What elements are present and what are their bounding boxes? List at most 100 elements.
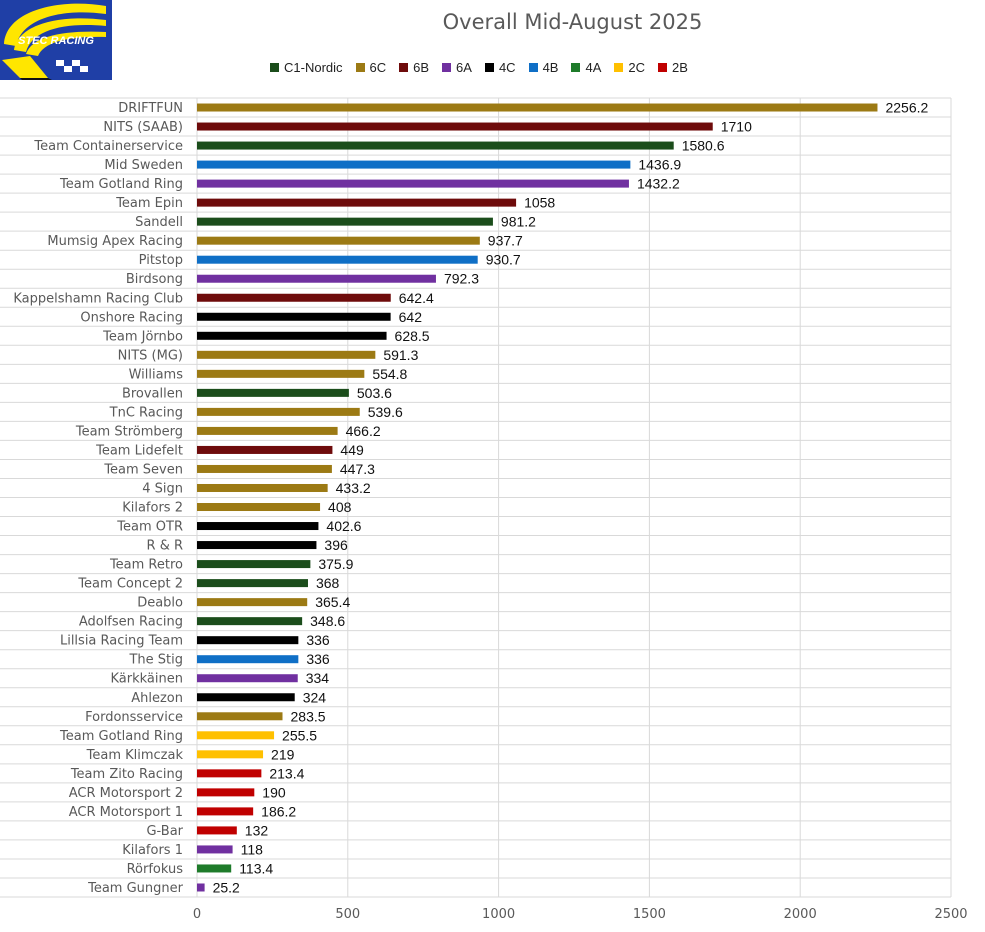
legend-label: 4C [498,59,516,75]
data-label: 408 [328,499,352,515]
bar [197,274,436,283]
category-label: Team Gungner [87,881,184,896]
legend-swatch [442,62,452,72]
data-label: 25.2 [213,879,240,895]
category-label: Mid Sweden [104,158,183,173]
category-label: Team Seven [103,462,183,477]
data-label: 449 [340,442,364,458]
bar [197,769,262,778]
legend-swatch [484,62,494,72]
bar [197,503,321,512]
bar [197,655,299,664]
bar [197,464,332,473]
data-label: 642.4 [399,290,434,306]
category-label: Pitstop [139,253,183,268]
bar [197,674,298,683]
data-label: 539.6 [368,404,403,420]
bar [197,883,205,892]
data-label: 368 [316,575,340,591]
bar [197,788,255,797]
legend-label: 2C [628,59,646,75]
legend-swatch [571,62,581,72]
bar [197,122,713,131]
data-label: 283.5 [291,708,326,724]
data-label: 219 [271,746,295,762]
category-label: Onshore Racing [80,310,183,325]
category-label: Ahlezon [131,691,183,706]
bar [197,369,365,378]
category-label: Lillsia Racing Team [60,634,183,649]
category-label: Deablo [137,596,183,611]
category-label: Team OTR [116,520,183,535]
category-label: Kärkkäinen [111,672,184,687]
legend-item: C1-Nordic [270,60,343,75]
category-label: Team Jörnbo [102,329,183,344]
category-label: Team Strömberg [75,424,183,439]
bar [197,198,517,207]
data-label: 113.4 [239,860,273,876]
bar [197,731,275,740]
data-label: 937.7 [488,233,523,249]
data-label: 132 [245,822,269,838]
category-label: Team Gotland Ring [59,177,183,192]
data-label: 447.3 [340,461,375,477]
legend-swatch [355,62,365,72]
category-label: Team Gotland Ring [59,729,183,744]
stec-racing-logo: STEC RACING [0,0,112,80]
category-label: Rörfokus [127,862,184,877]
bar [197,636,299,645]
data-label: 930.7 [486,252,521,268]
data-label: 324 [303,689,327,705]
legend-label: 6B [413,59,430,75]
legend-label: C1-Nordic [284,59,343,75]
data-label: 402.6 [326,518,361,534]
category-label: R & R [147,539,183,554]
category-label: Adolfsen Racing [79,615,183,630]
data-label: 642 [399,309,423,325]
bar [197,407,360,416]
data-label: 2256.2 [885,100,928,116]
bar [197,103,878,112]
legend-item: 6A [442,60,472,75]
data-label: 466.2 [346,423,381,439]
category-label: 4 Sign [142,481,183,496]
bar [197,693,295,702]
legend-swatch [528,62,538,72]
category-label: Team Concept 2 [77,577,183,592]
chart-title: Overall Mid-August 2025 [442,10,703,34]
bar [197,750,264,759]
x-tick-label: 500 [335,907,360,922]
category-label: The Stig [128,653,183,668]
bar [197,445,333,454]
category-label: Sandell [135,215,183,230]
data-label: 1580.6 [682,138,725,154]
bar [197,293,391,302]
bar [197,141,674,150]
bar [197,255,478,264]
data-label: 190 [262,784,286,800]
legend-item: 2B [658,60,688,75]
legend-item: 6B [399,60,429,75]
bar [197,864,232,873]
category-label: Team Klimczak [86,748,184,763]
logo-text: STEC RACING [18,35,94,47]
data-label: 255.5 [282,727,317,743]
x-tick-label: 2000 [784,907,817,922]
bar [197,845,233,854]
category-label: Kilafors 2 [122,501,183,516]
x-tick-label: 1500 [633,907,666,922]
data-label: 1436.9 [638,157,681,173]
bar [197,617,303,626]
category-label: NITS (SAAB) [103,120,183,135]
legend-label: 6C [369,59,387,75]
data-label: 591.3 [383,347,418,363]
bar [197,179,629,188]
data-label: 348.6 [310,613,345,629]
data-label: 365.4 [315,594,350,610]
bar [197,560,311,569]
category-label: Birdsong [126,272,183,287]
category-label: G-Bar [146,824,183,839]
x-tick-label: 0 [193,907,201,922]
category-label: Kappelshamn Racing Club [13,291,183,306]
category-label: Kilafors 1 [122,843,183,858]
